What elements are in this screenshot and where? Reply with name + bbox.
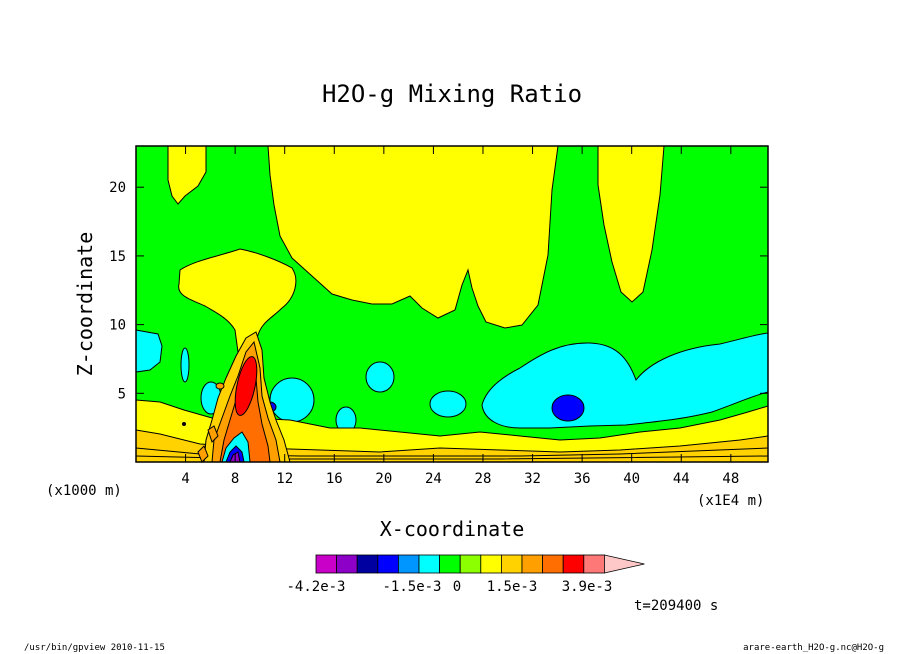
x-units-right: (x1E4 m) xyxy=(697,493,764,509)
x-tick-label: 40 xyxy=(623,471,640,487)
moist-blob-d xyxy=(269,377,315,423)
plume-left-spots xyxy=(197,425,219,463)
colorbar-swatch xyxy=(439,554,461,574)
plume-dot-a xyxy=(215,382,225,390)
colorbar-label: -1.5e-3 xyxy=(382,579,441,595)
moist-core xyxy=(551,394,585,422)
colorbar-swatch xyxy=(377,554,399,574)
x-units-left: (x1000 m) xyxy=(46,483,122,499)
upper-yellow-right xyxy=(597,145,665,303)
cloud-cap xyxy=(178,248,297,353)
moist-blob-b xyxy=(365,361,395,393)
moist-blob-a xyxy=(429,390,467,418)
x-tick-label: 8 xyxy=(231,471,239,487)
colorbar-label: -4.2e-3 xyxy=(286,579,345,595)
colorbar-swatch xyxy=(542,554,564,574)
colorbar-swatch xyxy=(315,554,338,574)
y-axis: 5 10 15 20 xyxy=(109,180,768,402)
x-tick-label: 12 xyxy=(276,471,293,487)
x-tick-label: 44 xyxy=(673,471,690,487)
x-tick-label: 16 xyxy=(326,471,343,487)
x-tick-label: 28 xyxy=(475,471,492,487)
colorbar-swatch xyxy=(336,554,358,574)
x-tick-label: 36 xyxy=(574,471,591,487)
colorbar-swatch xyxy=(480,554,502,574)
x-axis-label: X-coordinate xyxy=(380,517,525,541)
plume-core xyxy=(234,356,258,416)
plot-frame xyxy=(135,145,769,463)
y-tick-label: 5 xyxy=(118,386,126,402)
y-tick-label: 10 xyxy=(109,318,126,334)
colorbar-swatch xyxy=(500,554,523,574)
upper-yellow-main xyxy=(267,145,559,329)
colorbar-label: 3.9e-3 xyxy=(562,579,613,595)
colorbar-swatch xyxy=(459,554,482,574)
y-axis-label: Z-coordinate xyxy=(73,232,97,377)
colorbar: -4.2e-3 -1.5e-3 0 1.5e-3 3.9e-3 xyxy=(286,554,645,595)
moist-blob-f xyxy=(180,347,190,383)
x-tick-label: 24 xyxy=(425,471,442,487)
colorbar-swatch xyxy=(397,554,420,574)
colorbar-extend-arrow xyxy=(604,554,645,574)
x-tick-label: 48 xyxy=(722,471,739,487)
upper-yellow-left xyxy=(167,145,207,205)
x-tick-label: 4 xyxy=(181,471,189,487)
colorbar-swatch xyxy=(521,554,544,574)
colorbar-swatch xyxy=(583,554,605,574)
x-axis: 4 8 12 16 20 24 28 32 36 40 44 48 xyxy=(181,146,739,487)
footer-left: /usr/bin/gpview 2010-11-15 xyxy=(24,643,165,653)
plume-dot-b xyxy=(182,422,186,426)
x-tick-label: 32 xyxy=(524,471,541,487)
time-label: t=209400 s xyxy=(634,598,718,614)
footer-right: arare-earth_H2O-g.nc@H2O-g xyxy=(743,643,884,653)
plot-area xyxy=(135,145,769,463)
colorbar-swatch xyxy=(418,554,441,574)
colorbar-label: 0 xyxy=(453,579,461,595)
colorbar-swatch xyxy=(562,554,585,574)
colorbar-label: 1.5e-3 xyxy=(487,579,538,595)
y-tick-label: 15 xyxy=(109,249,126,265)
colorbar-swatch xyxy=(356,554,379,574)
chart-title: H2O-g Mixing Ratio xyxy=(322,80,582,108)
y-tick-label: 20 xyxy=(109,180,126,196)
x-tick-label: 20 xyxy=(375,471,392,487)
